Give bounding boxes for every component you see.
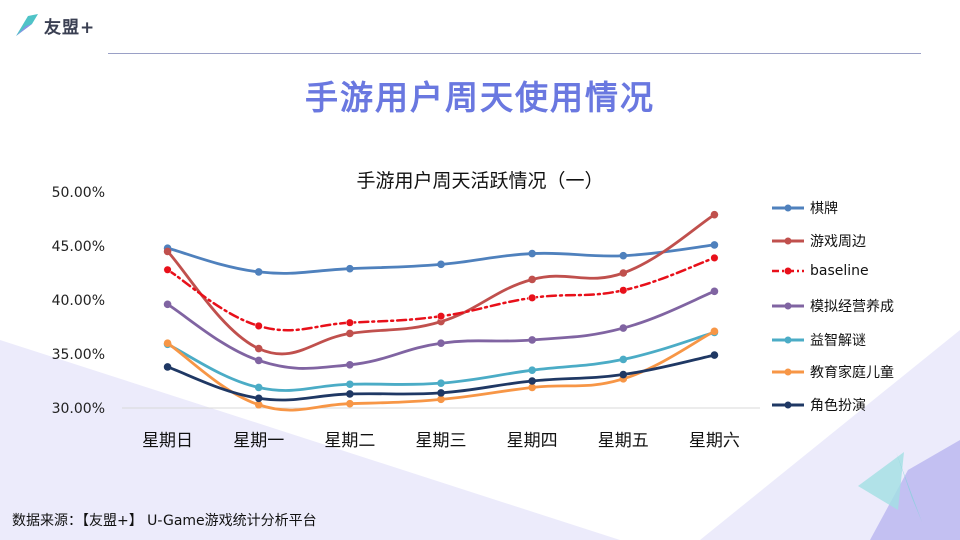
data-point <box>254 344 263 353</box>
data-point <box>346 380 354 389</box>
legend-label: 游戏周边 <box>810 234 866 250</box>
y-tick-label: 50.00% <box>52 185 105 201</box>
y-tick-label: 45.00% <box>52 239 105 255</box>
legend-swatch-icon <box>772 204 804 212</box>
data-point <box>710 287 719 296</box>
x-tick-label: 星期日 <box>142 431 193 451</box>
legend-label: 角色扮演 <box>810 398 866 414</box>
y-tick-label: 30.00% <box>52 401 105 417</box>
data-point <box>528 249 536 258</box>
legend-item: 角色扮演 <box>770 395 866 415</box>
data-point <box>346 264 354 273</box>
data-point <box>619 269 628 277</box>
data-source-note: 数据来源：【友盟+】 U-Game游戏统计分析平台 <box>12 513 317 529</box>
data-point <box>528 336 536 344</box>
chart-title: 手游用户周天活跃情况（一） <box>356 170 604 192</box>
data-point <box>163 363 172 371</box>
legend-item: 模拟经营养成 <box>770 296 894 316</box>
data-point <box>254 394 263 403</box>
brand-logo: 友盟+ <box>14 12 95 38</box>
brand-name: 友盟+ <box>44 17 96 38</box>
data-point <box>163 339 172 348</box>
legend-swatch-icon <box>772 267 804 275</box>
header-divider <box>108 53 921 54</box>
data-point <box>528 383 536 392</box>
data-point <box>436 312 446 321</box>
legend-item: 益智解谜 <box>770 330 866 350</box>
legend-swatch-icon <box>772 368 804 376</box>
data-point <box>254 356 263 365</box>
legend-label: 益智解谜 <box>810 333 866 349</box>
legend-label: baseline <box>810 263 869 279</box>
data-point <box>254 383 263 392</box>
data-point <box>437 379 445 387</box>
data-point <box>710 210 719 219</box>
data-point <box>619 324 628 332</box>
legend-swatch-icon <box>772 401 804 409</box>
legend-swatch-icon <box>772 336 804 344</box>
y-tick-label: 40.00% <box>52 293 105 309</box>
leaf-logo-icon <box>16 14 38 36</box>
data-point <box>345 318 354 327</box>
data-point <box>163 265 172 274</box>
data-point <box>710 351 719 359</box>
legend-item: baseline <box>770 261 869 281</box>
data-point <box>346 399 354 408</box>
data-point <box>437 395 445 404</box>
legend-item: 游戏周边 <box>770 231 866 251</box>
x-tick-label: 星期二 <box>324 431 375 451</box>
page-title: 手游用户周天使用情况 <box>305 78 655 117</box>
data-point <box>528 293 537 302</box>
data-point <box>710 327 719 336</box>
legend-swatch-icon <box>772 237 804 245</box>
x-tick-label: 星期三 <box>416 431 467 451</box>
data-point <box>437 389 445 397</box>
legend-swatch-icon <box>772 302 804 310</box>
legend-label: 教育家庭儿童 <box>810 365 894 381</box>
data-point <box>437 339 445 348</box>
data-point <box>710 253 719 262</box>
data-point <box>254 321 263 330</box>
data-point <box>528 275 536 284</box>
x-tick-label: 星期六 <box>689 431 740 451</box>
legend-label: 模拟经营养成 <box>810 299 894 315</box>
data-point <box>528 366 536 375</box>
data-point <box>163 247 172 256</box>
legend-item: 棋牌 <box>770 198 838 218</box>
data-point <box>710 241 719 249</box>
series-line <box>166 213 716 356</box>
data-point <box>528 377 536 385</box>
data-point <box>346 361 354 369</box>
x-tick-label: 星期五 <box>598 431 649 451</box>
data-point <box>254 268 263 276</box>
data-point <box>437 260 445 269</box>
data-point <box>254 400 263 409</box>
data-point <box>619 370 628 379</box>
x-tick-label: 星期四 <box>507 431 558 451</box>
x-tick-label: 星期一 <box>233 431 284 451</box>
legend-item: 教育家庭儿童 <box>770 362 894 382</box>
data-point <box>619 355 628 364</box>
data-point <box>346 390 354 398</box>
data-point <box>163 300 172 309</box>
data-point <box>619 286 628 295</box>
y-tick-label: 35.00% <box>52 347 105 363</box>
data-point <box>619 251 628 260</box>
legend-label: 棋牌 <box>810 201 838 217</box>
data-point <box>346 329 354 338</box>
